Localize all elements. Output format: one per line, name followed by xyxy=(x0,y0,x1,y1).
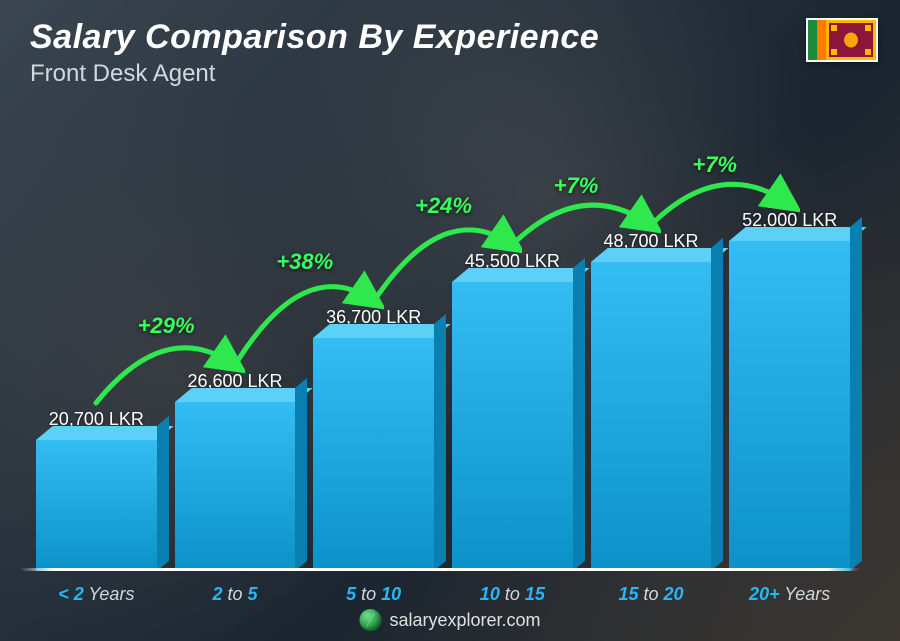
category-label: 2 to 5 xyxy=(212,584,257,605)
brand-footer: salaryexplorer.com xyxy=(359,609,540,631)
globe-icon xyxy=(359,609,381,631)
bar-group: 48,700 LKR15 to 20 xyxy=(591,120,712,571)
bar xyxy=(36,440,157,571)
bar xyxy=(313,338,434,571)
bar xyxy=(591,262,712,571)
chart-canvas: Salary Comparison By Experience Front De… xyxy=(0,0,900,641)
category-label: 5 to 10 xyxy=(346,584,401,605)
category-label: 15 to 20 xyxy=(618,584,683,605)
bar xyxy=(729,241,850,571)
bar-group: 52,000 LKR20+ Years xyxy=(729,120,850,571)
chart-baseline xyxy=(20,568,860,571)
chart-title: Salary Comparison By Experience xyxy=(30,18,599,57)
category-label: 10 to 15 xyxy=(480,584,545,605)
bar-group: 26,600 LKR2 to 5 xyxy=(175,120,296,571)
bar-group: 20,700 LKR< 2 Years xyxy=(36,120,157,571)
bar xyxy=(452,282,573,571)
brand-text: salaryexplorer.com xyxy=(389,610,540,631)
category-label: 20+ Years xyxy=(749,584,830,605)
bar-group: 36,700 LKR5 to 10 xyxy=(313,120,434,571)
bar-chart: 20,700 LKR< 2 Years26,600 LKR2 to 536,70… xyxy=(36,120,850,571)
country-flag-icon xyxy=(806,18,878,62)
chart-subtitle: Front Desk Agent xyxy=(30,60,215,88)
bar-group: 45,500 LKR10 to 15 xyxy=(452,120,573,571)
category-label: < 2 Years xyxy=(58,584,134,605)
bar xyxy=(175,402,296,571)
